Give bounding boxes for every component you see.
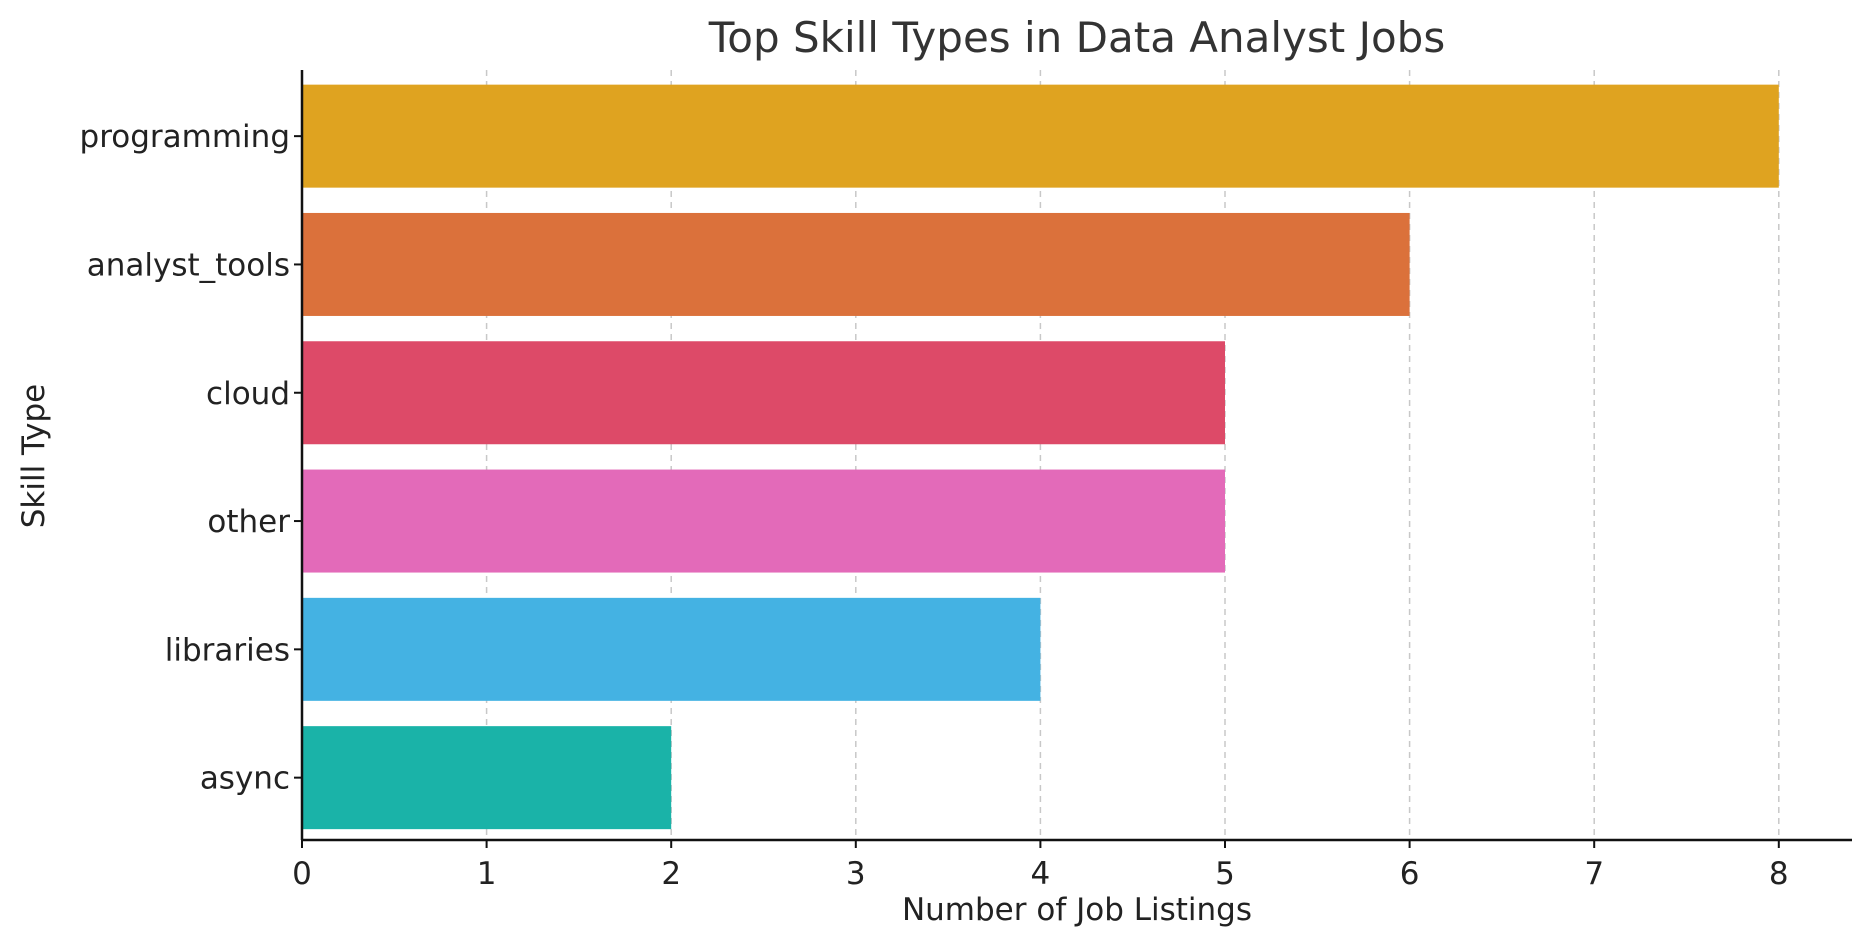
x-tick-label-5: 5 (1215, 856, 1235, 892)
bar-libraries (302, 597, 1041, 701)
x-tick-label-1: 1 (477, 856, 497, 892)
y-tick-label-analyst-tools: analyst_tools (87, 247, 290, 283)
bars (302, 84, 1779, 830)
x-tick-labels: 0 1 2 3 4 5 6 7 8 (292, 840, 1789, 892)
y-tick-label-cloud: cloud (206, 376, 290, 412)
x-axis-label: Number of Job Listings (902, 892, 1252, 928)
x-tick-label-4: 4 (1031, 856, 1051, 892)
x-tick-label-8: 8 (1769, 856, 1789, 892)
chart-title: Top Skill Types in Data Analyst Jobs (708, 13, 1445, 62)
bar-programming (302, 84, 1779, 188)
x-tick-label-3: 3 (846, 856, 866, 892)
x-tick-label-0: 0 (292, 856, 312, 892)
y-axis-label: Skill Type (16, 384, 52, 529)
bar-async (302, 726, 672, 830)
bar-analyst-tools (302, 212, 1410, 316)
y-tick-label-async: async (200, 761, 290, 797)
x-tick-label-6: 6 (1400, 856, 1420, 892)
y-tick-label-libraries: libraries (165, 632, 290, 668)
x-tick-label-2: 2 (661, 856, 681, 892)
grid-lines (485, 70, 1780, 840)
bar-cloud (302, 341, 1225, 445)
y-tick-label-programming: programming (80, 119, 290, 155)
y-tick-label-other: other (207, 504, 290, 540)
bar-other (302, 469, 1225, 573)
x-tick-label-7: 7 (1584, 856, 1604, 892)
